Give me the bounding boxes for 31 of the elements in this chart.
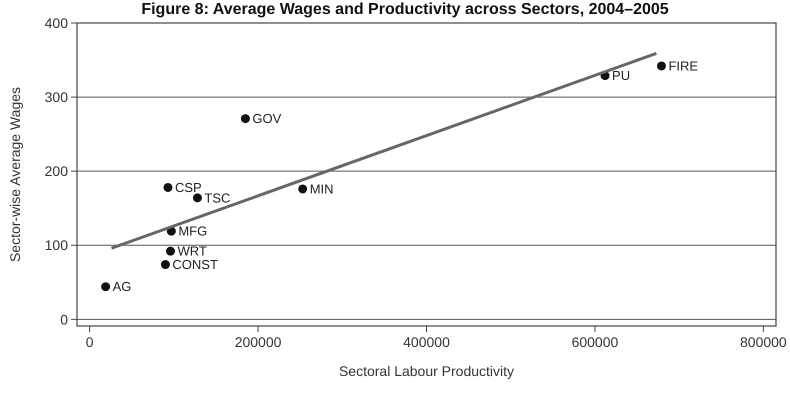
point <box>298 184 308 194</box>
point <box>101 282 110 292</box>
point <box>163 182 172 192</box>
x-tick-label: 0 <box>86 334 94 350</box>
point <box>656 61 666 70</box>
x-axis-title: Sectoral Labour Productivity <box>338 363 514 379</box>
point <box>240 114 250 124</box>
annotation: FIRE <box>668 58 698 74</box>
annotation: TSC <box>204 190 230 206</box>
x-tick-label: 400000 <box>403 334 450 350</box>
x-tick-label: 600000 <box>572 334 619 350</box>
y-tick-label: 100 <box>44 237 68 254</box>
annotation: CSP <box>174 180 202 195</box>
point <box>166 246 175 256</box>
annotation: PU <box>612 68 630 84</box>
y-axis-title: Sector-wise Average Wages <box>7 86 23 262</box>
x-tick-label: 800000 <box>740 334 787 350</box>
x-tick-label: 200000 <box>234 334 282 350</box>
y-tick-label: 200 <box>44 163 68 180</box>
y-tick-label: 400 <box>44 15 68 31</box>
y-tick-label: 0 <box>60 311 68 328</box>
annotation: CONST <box>172 257 218 272</box>
y-tick-label: 300 <box>44 89 68 106</box>
annotation: MIN <box>310 181 334 196</box>
point <box>160 260 170 270</box>
annotation: WRT <box>177 244 207 259</box>
annotation: MFG <box>178 224 208 239</box>
annotation: GOV <box>252 111 282 126</box>
point <box>192 193 202 202</box>
chart-title: Figure 8: Average Wages and Productivity across Sectors, 2004–2005 <box>141 1 669 18</box>
annotation: AG <box>112 279 132 294</box>
